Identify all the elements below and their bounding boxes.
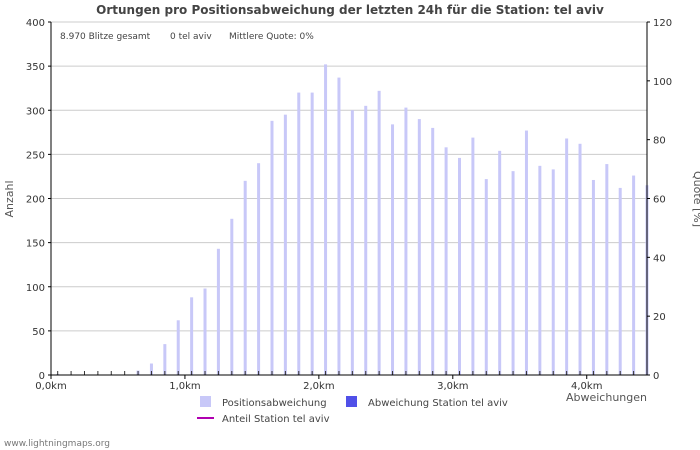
- axes: [48, 21, 650, 379]
- legend-label-anteil-station: Anteil Station tel aviv: [222, 414, 330, 425]
- y-tick-label: 100: [26, 283, 45, 294]
- bar-positionsabweichung: [431, 127, 435, 376]
- x-tick-label: 2,0km: [303, 381, 334, 392]
- y-tick-label: 400: [26, 18, 45, 29]
- y-tick-label: 300: [26, 106, 45, 117]
- y2-tick-label: 100: [653, 77, 672, 88]
- bar-positionsabweichung: [605, 164, 609, 375]
- stat-total: 8.970 Blitze gesamt: [60, 32, 151, 42]
- y-tick-label: 150: [26, 239, 45, 250]
- bars-group: [56, 64, 649, 376]
- bar-positionsabweichung: [190, 297, 194, 375]
- bar-positionsabweichung: [216, 248, 220, 375]
- y-tick-label: 50: [32, 327, 45, 338]
- bar-positionsabweichung: [457, 157, 461, 375]
- chart-title: Ortungen pro Positionsabweichung der let…: [96, 3, 604, 17]
- y-tick-label: 0: [39, 371, 45, 382]
- bar-positionsabweichung: [578, 143, 582, 375]
- y2-tick-label: 60: [653, 195, 666, 206]
- bar-positionsabweichung: [551, 169, 555, 375]
- bar-positionsabweichung: [484, 179, 488, 375]
- legend-label-abweichung-station: Abweichung Station tel aviv: [368, 398, 508, 409]
- bar-positionsabweichung: [524, 130, 528, 375]
- bar-positionsabweichung: [176, 320, 180, 375]
- stat-station: 0 tel aviv: [170, 32, 212, 42]
- bar-positionsabweichung: [149, 363, 153, 375]
- x-tick-label: 3,0km: [437, 381, 468, 392]
- bar-positionsabweichung: [310, 92, 314, 375]
- y2-tick-label: 0: [653, 371, 659, 382]
- footer-credit: www.lightningmaps.org: [4, 439, 110, 449]
- y-tick-label: 200: [26, 195, 45, 206]
- bar-positionsabweichung: [324, 64, 328, 376]
- bar-positionsabweichung: [444, 147, 448, 375]
- tick-labels: 0 50 100 150 200 250 300 350 400 0 20 40 60 80 100 120 0…: [26, 18, 672, 392]
- y2-tick-label: 80: [653, 136, 666, 147]
- y2-tick-label: 20: [653, 312, 666, 323]
- y-tick-label: 250: [26, 150, 45, 161]
- legend-swatch-positionsabweichung: [200, 396, 211, 407]
- bar-positionsabweichung: [270, 120, 274, 375]
- bar-positionsabweichung: [511, 171, 515, 375]
- y2-axis-label: Quote [%]: [691, 171, 700, 227]
- x-tick-label: 1,0km: [169, 381, 200, 392]
- bar-positionsabweichung: [377, 90, 381, 376]
- bar-positionsabweichung: [632, 175, 636, 375]
- bar-positionsabweichung: [257, 163, 261, 375]
- bar-positionsabweichung: [498, 150, 502, 375]
- bar-positionsabweichung: [417, 119, 421, 375]
- bar-positionsabweichung: [618, 187, 622, 375]
- bar-positionsabweichung: [283, 114, 287, 375]
- bar-positionsabweichung: [243, 180, 247, 375]
- bar-positionsabweichung: [297, 92, 301, 375]
- y2-tick-label: 40: [653, 253, 666, 264]
- bar-positionsabweichung: [337, 77, 341, 375]
- stat-quota: Mittlere Quote: 0%: [229, 32, 314, 42]
- bar-positionsabweichung: [391, 124, 395, 376]
- bar-positionsabweichung: [230, 218, 234, 375]
- bar-positionsabweichung: [404, 107, 408, 375]
- y2-tick-label: 120: [653, 18, 672, 29]
- y-axis-label: Anzahl: [3, 180, 16, 217]
- bar-positionsabweichung: [565, 138, 569, 375]
- bar-positionsabweichung: [591, 179, 595, 375]
- legend: Positionsabweichung Abweichung Station t…: [197, 396, 508, 425]
- bar-positionsabweichung: [350, 110, 354, 375]
- x-axis-label: Abweichungen: [566, 391, 647, 404]
- bar-positionsabweichung: [471, 137, 475, 375]
- x-tick-label: 4,0km: [571, 381, 602, 392]
- bar-positionsabweichung: [203, 288, 207, 375]
- bar-positionsabweichung: [538, 165, 542, 375]
- grid-lines: [51, 21, 647, 332]
- x-tick-label: 0,0km: [35, 381, 66, 392]
- y-tick-label: 350: [26, 62, 45, 73]
- legend-label-positionsabweichung: Positionsabweichung: [222, 398, 327, 409]
- bar-positionsabweichung: [364, 105, 368, 376]
- legend-swatch-abweichung-station: [346, 396, 357, 407]
- bar-positionsabweichung: [163, 344, 167, 375]
